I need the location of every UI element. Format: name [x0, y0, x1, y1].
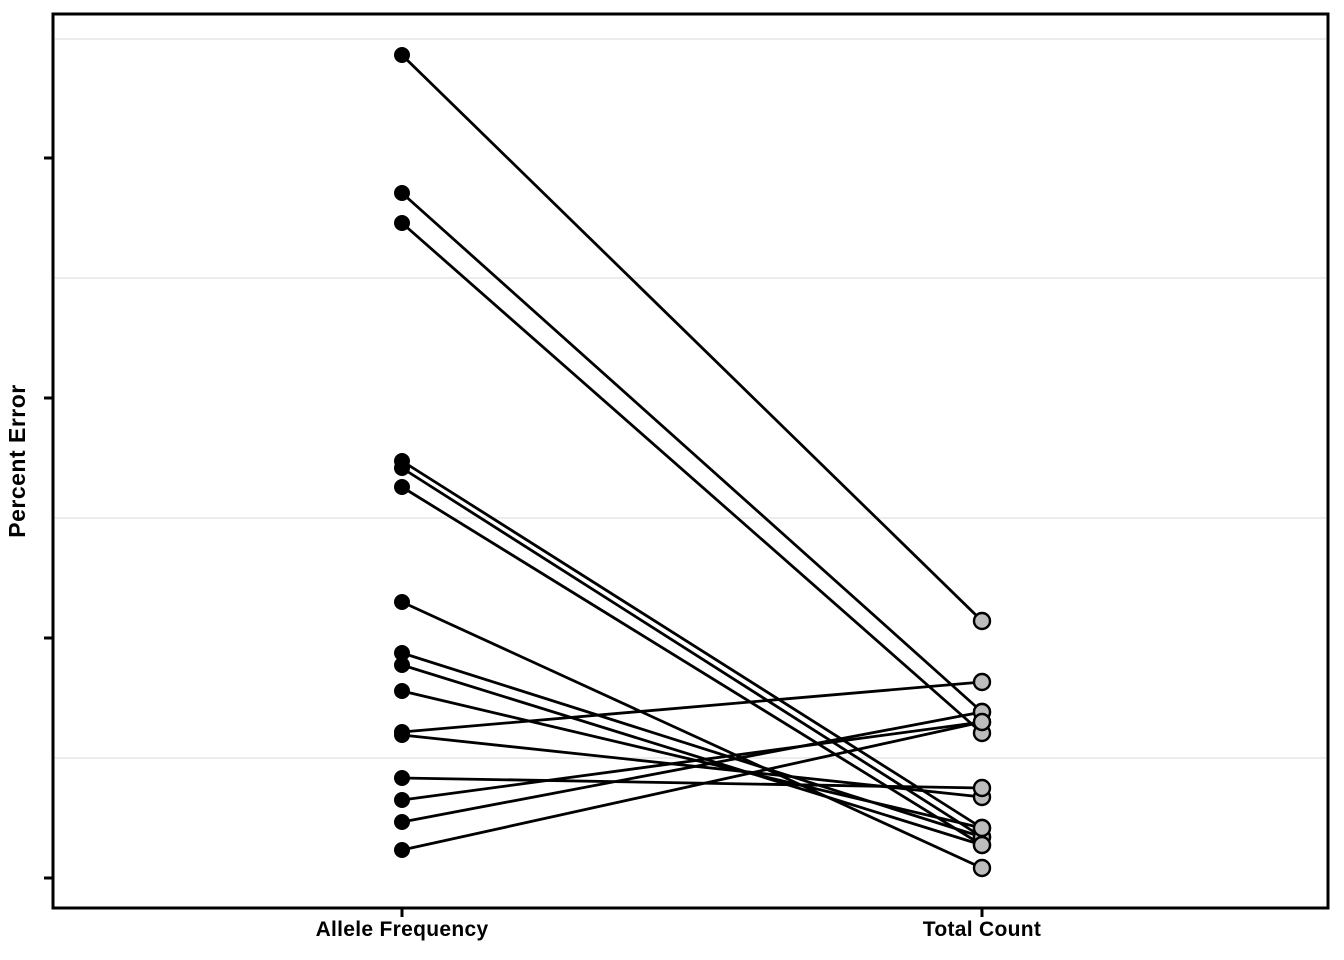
connector-line	[400, 663, 984, 847]
axis-ticks-layer	[44, 156, 984, 917]
left-point-allele-frequency	[394, 842, 410, 858]
connector-line	[400, 466, 984, 839]
left-point-allele-frequency	[394, 683, 410, 699]
right-point-total-count	[972, 858, 992, 878]
left-point-allele-frequency	[394, 479, 410, 495]
left-point-allele-frequency	[394, 645, 410, 661]
connector-line	[400, 53, 984, 623]
data-points-layer	[394, 47, 992, 878]
right-point-total-count	[972, 611, 992, 631]
left-point-allele-frequency	[394, 657, 410, 673]
connector-line	[400, 459, 984, 830]
left-point-allele-frequency	[394, 594, 410, 610]
connector-line	[400, 776, 984, 790]
connector-line	[400, 485, 984, 847]
left-point-allele-frequency	[394, 215, 410, 231]
right-point-total-count	[972, 835, 992, 855]
right-point-total-count	[972, 672, 992, 692]
left-point-allele-frequency	[394, 185, 410, 201]
connector-line	[400, 720, 984, 852]
left-point-allele-frequency	[394, 814, 410, 830]
left-point-allele-frequency	[394, 460, 410, 476]
left-point-allele-frequency	[394, 770, 410, 786]
y-axis-title: Percent Error	[4, 384, 30, 538]
right-point-total-count	[972, 778, 992, 798]
connector-line	[400, 221, 984, 735]
left-point-allele-frequency	[394, 792, 410, 808]
connector-line	[400, 689, 984, 830]
connector-line	[400, 720, 984, 802]
connector-line	[400, 680, 984, 734]
right-point-total-count	[972, 818, 992, 838]
plot-frame	[51, 12, 1330, 910]
connector-line	[400, 191, 984, 714]
x-category-label-allele-frequency: Allele Frequency	[316, 918, 489, 941]
left-point-allele-frequency	[394, 47, 410, 63]
right-point-total-count	[972, 712, 992, 732]
x-category-label-total-count: Total Count	[923, 918, 1041, 941]
left-point-allele-frequency	[394, 727, 410, 743]
connector-line	[400, 710, 984, 824]
connector-line	[400, 600, 984, 870]
connector-lines-layer	[400, 53, 984, 870]
